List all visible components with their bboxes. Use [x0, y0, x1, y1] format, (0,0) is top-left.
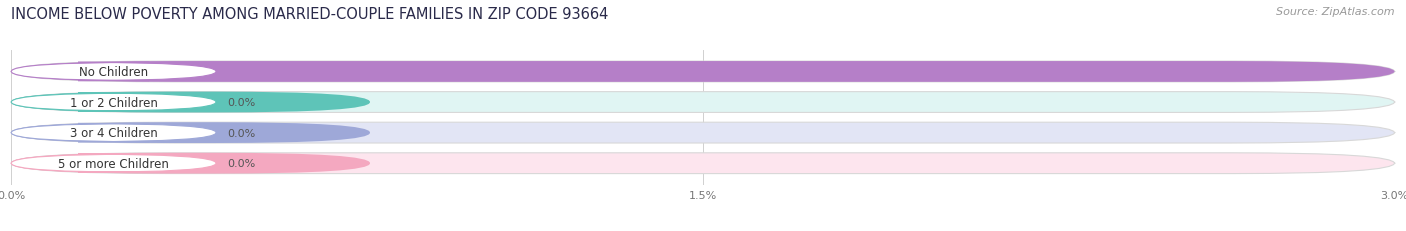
FancyBboxPatch shape — [11, 153, 1395, 174]
Text: 3 or 4 Children: 3 or 4 Children — [70, 127, 157, 140]
Text: 0.0%: 0.0% — [228, 158, 256, 168]
FancyBboxPatch shape — [11, 92, 1395, 113]
FancyBboxPatch shape — [11, 123, 1395, 143]
FancyBboxPatch shape — [11, 153, 370, 174]
Text: 1 or 2 Children: 1 or 2 Children — [70, 96, 157, 109]
FancyBboxPatch shape — [11, 62, 1395, 82]
FancyBboxPatch shape — [11, 124, 217, 142]
FancyBboxPatch shape — [11, 154, 217, 173]
Text: No Children: No Children — [79, 66, 148, 79]
FancyBboxPatch shape — [11, 94, 217, 112]
FancyBboxPatch shape — [11, 92, 370, 113]
Text: 0.0%: 0.0% — [228, 128, 256, 138]
FancyBboxPatch shape — [11, 123, 370, 143]
Text: 0.0%: 0.0% — [228, 98, 256, 108]
Text: 5 or more Children: 5 or more Children — [58, 157, 169, 170]
Text: INCOME BELOW POVERTY AMONG MARRIED-COUPLE FAMILIES IN ZIP CODE 93664: INCOME BELOW POVERTY AMONG MARRIED-COUPL… — [11, 7, 609, 22]
FancyBboxPatch shape — [11, 62, 1395, 82]
Text: Source: ZipAtlas.com: Source: ZipAtlas.com — [1277, 7, 1395, 17]
FancyBboxPatch shape — [11, 63, 217, 81]
